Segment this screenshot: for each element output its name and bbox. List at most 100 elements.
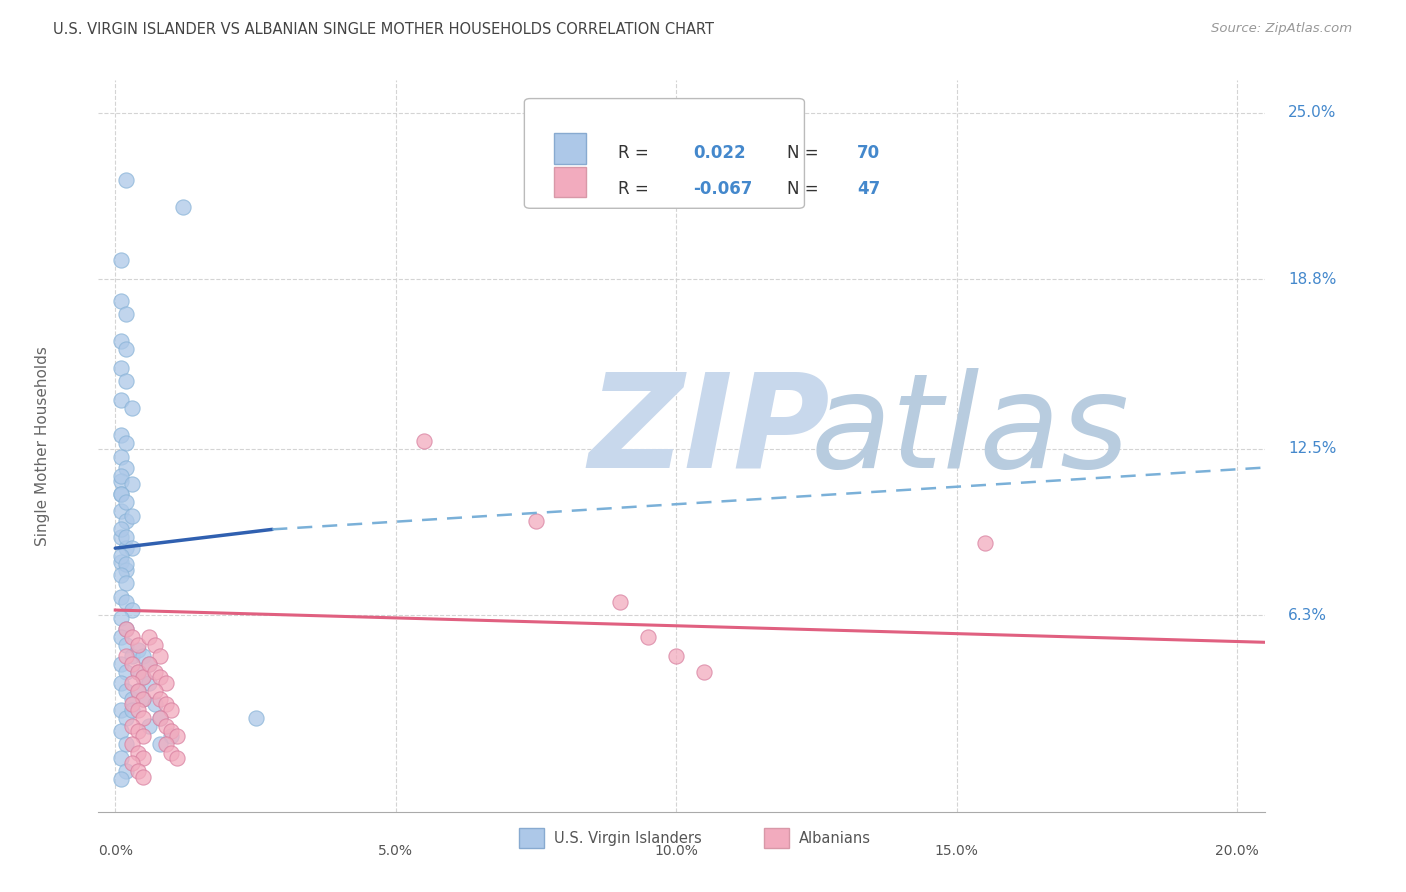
Point [127,702,149,716]
Point [149,648,172,663]
Point [637,630,659,644]
Point [609,595,631,609]
Point [693,665,716,679]
Point [155,738,177,752]
Text: 5.0%: 5.0% [378,844,413,858]
Point [110,474,132,488]
Point [110,611,132,625]
Text: 18.8%: 18.8% [1288,272,1336,286]
Point [115,683,138,698]
Point [143,638,166,652]
Point [121,657,143,671]
Point [110,568,132,582]
Point [665,648,688,663]
Text: Source: ZipAtlas.com: Source: ZipAtlas.com [1212,22,1353,36]
Point [110,503,132,517]
Point [110,702,132,716]
Point [121,691,143,706]
Point [121,541,143,556]
Point [110,468,132,483]
Point [166,730,188,744]
Point [127,638,149,652]
Point [110,555,132,569]
Text: atlas: atlas [810,368,1129,495]
Point [121,697,143,711]
Bar [554,133,586,163]
Point [132,670,155,684]
Point [138,630,160,644]
Point [149,670,172,684]
Point [132,648,155,663]
Point [115,375,138,389]
Point [115,460,138,475]
Text: ZIP: ZIP [589,368,830,495]
Point [149,691,172,706]
Point [121,702,143,716]
Point [160,746,183,760]
Text: Albanians: Albanians [799,830,870,846]
Point [110,530,132,544]
Point [115,665,138,679]
Point [132,730,155,744]
Point [110,772,132,787]
Point [138,657,160,671]
Point [110,393,132,408]
Point [115,622,138,636]
Text: 6.3%: 6.3% [1288,608,1327,623]
Point [115,530,138,544]
Point [143,683,166,698]
Point [115,541,138,556]
Point [166,751,188,765]
Point [115,764,138,779]
Point [127,724,149,739]
Point [110,751,132,765]
Point [115,563,138,577]
Text: 20.0%: 20.0% [1215,844,1260,858]
Point [115,342,138,356]
Point [121,675,143,690]
Point [115,595,138,609]
Point [115,173,138,187]
Point [132,670,155,684]
Text: 15.0%: 15.0% [935,844,979,858]
Point [110,522,132,536]
Text: 0.022: 0.022 [693,145,747,162]
Point [110,675,132,690]
Point [149,738,172,752]
Text: 10.0%: 10.0% [654,844,699,858]
Point [127,683,149,698]
Point [121,738,143,752]
Point [149,710,172,724]
Point [132,691,155,706]
Point [115,638,138,652]
Point [115,710,138,724]
Point [132,691,155,706]
Point [155,697,177,711]
Bar [554,167,586,197]
Point [127,683,149,698]
Point [115,576,138,591]
Point [172,200,194,214]
Point [138,719,160,733]
Point [110,253,132,268]
Text: -0.067: -0.067 [693,179,754,197]
Bar [763,828,789,848]
Point [121,719,143,733]
Point [138,675,160,690]
Text: 0.0%: 0.0% [98,844,132,858]
Point [121,401,143,416]
Point [524,514,547,528]
Point [127,665,149,679]
Point [121,508,143,523]
Point [138,657,160,671]
Point [121,603,143,617]
Point [110,361,132,376]
Point [115,514,138,528]
Point [143,665,166,679]
FancyBboxPatch shape [524,99,804,209]
Point [121,756,143,771]
Text: 25.0%: 25.0% [1288,105,1336,120]
Point [121,476,143,491]
Point [110,630,132,644]
Point [110,334,132,348]
